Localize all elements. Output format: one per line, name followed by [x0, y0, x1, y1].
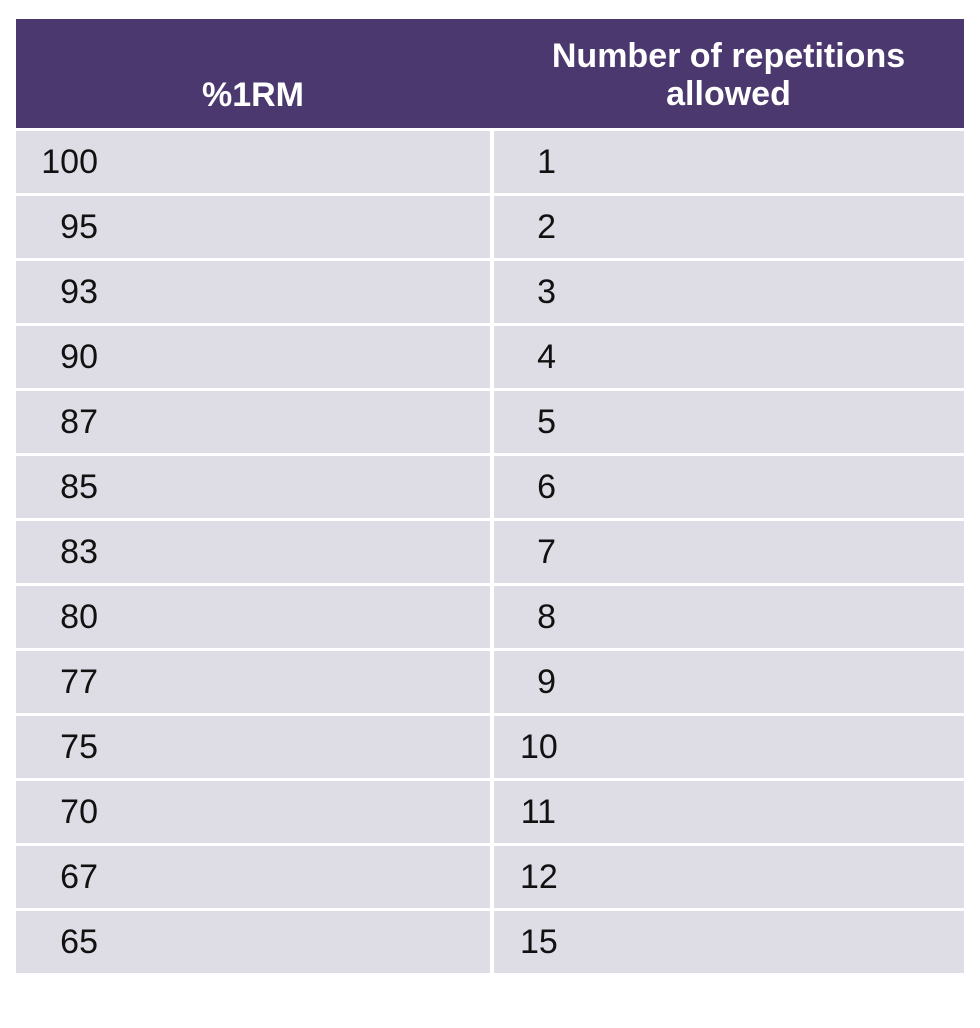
percent-1rm-cell: 77	[16, 648, 490, 713]
percent-1rm-value: 93	[60, 272, 98, 311]
table-header: %1RM Number of repetitions allowed	[16, 19, 964, 128]
repetitions-allowed-value: 10	[520, 727, 558, 766]
header-repetitions-allowed: Number of repetitions allowed	[490, 19, 964, 128]
percent-1rm-cell: 65	[16, 908, 490, 973]
header-percent-1rm: %1RM	[16, 19, 490, 128]
header-row: %1RM Number of repetitions allowed	[16, 19, 964, 128]
header-repetitions-line1: Number of repetitions	[551, 36, 906, 75]
header-repetitions-line2: allowed	[666, 74, 791, 113]
repetitions-allowed-value: 1	[537, 142, 556, 181]
repetitions-allowed-value: 15	[520, 922, 558, 961]
repetitions-allowed-cell: 1	[490, 128, 964, 193]
table-row: 87 5	[16, 388, 964, 453]
repetitions-allowed-cell: 11	[490, 778, 964, 843]
percent-1rm-value: 87	[60, 402, 98, 441]
repetitions-allowed-cell: 7	[490, 518, 964, 583]
repetitions-allowed-cell: 4	[490, 323, 964, 388]
table-row: 83 7	[16, 518, 964, 583]
repetitions-allowed-value: 8	[537, 597, 556, 636]
table-row: 77 9	[16, 648, 964, 713]
repetitions-allowed-cell: 6	[490, 453, 964, 518]
table-row: 67 12	[16, 843, 964, 908]
table-row: 80 8	[16, 583, 964, 648]
table-row: 75 10	[16, 713, 964, 778]
repetitions-allowed-value: 4	[537, 337, 556, 376]
percent-1rm-cell: 95	[16, 193, 490, 258]
table-row: 100 1	[16, 128, 964, 193]
percent-1rm-value: 83	[60, 532, 98, 571]
repetitions-allowed-value: 12	[520, 857, 558, 896]
percent-1rm-cell: 93	[16, 258, 490, 323]
table-body: 100 1 95 2 93 3 90 4 87 5 85 6 83 7 80 8 77 9 75 10 70 11 67 12…	[16, 128, 964, 973]
percent-1rm-cell: 85	[16, 453, 490, 518]
rm-repetitions-table: %1RM Number of repetitions allowed 100 1 9…	[16, 19, 964, 973]
repetitions-allowed-cell: 12	[490, 843, 964, 908]
table-row: 85 6	[16, 453, 964, 518]
repetitions-allowed-cell: 2	[490, 193, 964, 258]
table-row: 70 11	[16, 778, 964, 843]
percent-1rm-value: 65	[60, 922, 98, 961]
percent-1rm-value: 77	[60, 662, 98, 701]
percent-1rm-cell: 100	[16, 128, 490, 193]
repetitions-allowed-value: 6	[537, 467, 556, 506]
percent-1rm-value: 85	[60, 467, 98, 506]
repetitions-allowed-value: 7	[537, 532, 556, 571]
repetitions-allowed-value: 5	[537, 402, 556, 441]
percent-1rm-value: 67	[60, 857, 98, 896]
percent-1rm-cell: 87	[16, 388, 490, 453]
percent-1rm-cell: 83	[16, 518, 490, 583]
table-row: 65 15	[16, 908, 964, 973]
repetitions-allowed-cell: 10	[490, 713, 964, 778]
table-row: 95 2	[16, 193, 964, 258]
percent-1rm-value: 80	[60, 597, 98, 636]
percent-1rm-value: 70	[60, 792, 98, 831]
percent-1rm-cell: 75	[16, 713, 490, 778]
repetitions-allowed-value: 3	[537, 272, 556, 311]
percent-1rm-cell: 67	[16, 843, 490, 908]
repetitions-allowed-value: 2	[537, 207, 556, 246]
percent-1rm-cell: 90	[16, 323, 490, 388]
percent-1rm-value: 75	[60, 727, 98, 766]
percent-1rm-cell: 70	[16, 778, 490, 843]
percent-1rm-value: 95	[60, 207, 98, 246]
header-percent-1rm-label: %1RM	[201, 76, 305, 114]
repetitions-allowed-cell: 3	[490, 258, 964, 323]
repetitions-allowed-cell: 9	[490, 648, 964, 713]
percent-1rm-cell: 80	[16, 583, 490, 648]
repetitions-allowed-cell: 15	[490, 908, 964, 973]
repetitions-allowed-value: 11	[520, 792, 556, 831]
table-row: 93 3	[16, 258, 964, 323]
repetitions-allowed-cell: 8	[490, 583, 964, 648]
repetitions-allowed-cell: 5	[490, 388, 964, 453]
percent-1rm-value: 100	[41, 142, 98, 181]
percent-1rm-value: 90	[60, 337, 98, 376]
table-row: 90 4	[16, 323, 964, 388]
repetitions-allowed-value: 9	[537, 662, 556, 701]
